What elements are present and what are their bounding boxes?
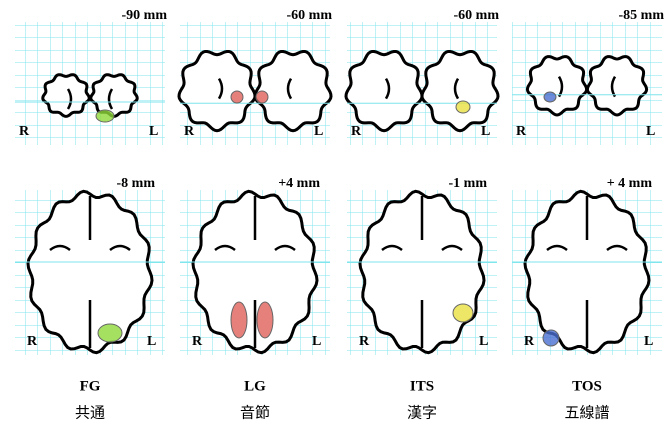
left-label: L bbox=[312, 334, 321, 349]
word-label: 音節 bbox=[240, 404, 270, 422]
depth-label: -1 mm bbox=[449, 176, 488, 191]
brain-outline bbox=[420, 50, 500, 133]
activation bbox=[97, 323, 123, 343]
midline bbox=[214, 196, 296, 348]
brain-outline bbox=[525, 55, 589, 117]
left-label: L bbox=[479, 334, 488, 349]
brain-outline bbox=[89, 73, 139, 118]
depth-label: -8 mm bbox=[117, 176, 156, 191]
brain-outline bbox=[191, 189, 319, 355]
brain-outline bbox=[344, 50, 424, 133]
right-label: R bbox=[184, 124, 195, 139]
activation bbox=[542, 329, 560, 347]
brain-outline bbox=[26, 189, 154, 355]
left-label: L bbox=[147, 334, 156, 349]
grid bbox=[15, 22, 165, 145]
right-label: R bbox=[351, 124, 362, 139]
word-label: 五線譜 bbox=[564, 404, 609, 422]
activation bbox=[256, 301, 274, 339]
right-label: R bbox=[19, 124, 30, 139]
depth-label: + 4 mm bbox=[607, 176, 653, 191]
activation bbox=[452, 303, 474, 323]
depth-label: -85 mm bbox=[619, 8, 665, 23]
brain-outline bbox=[253, 50, 333, 133]
brain-outline bbox=[41, 73, 91, 118]
midline bbox=[49, 196, 131, 348]
activation bbox=[95, 109, 115, 123]
depth-label: -60 mm bbox=[287, 8, 333, 23]
left-label: L bbox=[149, 124, 158, 139]
activation bbox=[255, 90, 269, 104]
left-label: L bbox=[314, 124, 323, 139]
region-label: LG bbox=[244, 378, 266, 394]
region-label: ITS bbox=[410, 378, 434, 394]
midline bbox=[546, 196, 628, 348]
sulcus bbox=[384, 77, 460, 100]
brain-outline bbox=[585, 55, 649, 117]
word-label: 共通 bbox=[75, 404, 105, 422]
activation bbox=[455, 100, 471, 114]
right-label: R bbox=[192, 334, 203, 349]
activation bbox=[543, 91, 557, 103]
right-label: R bbox=[27, 334, 38, 349]
brain-outline bbox=[523, 189, 651, 355]
sulcus bbox=[66, 88, 114, 110]
sulcus bbox=[217, 77, 293, 100]
region-label: FG bbox=[80, 378, 101, 394]
depth-label: +4 mm bbox=[278, 176, 320, 191]
activation bbox=[230, 301, 248, 339]
brain-outline bbox=[177, 50, 257, 133]
left-label: L bbox=[646, 124, 655, 139]
left-label: L bbox=[481, 124, 490, 139]
right-label: R bbox=[516, 124, 527, 139]
depth-label: -90 mm bbox=[122, 8, 168, 23]
right-label: R bbox=[359, 334, 370, 349]
left-label: L bbox=[644, 334, 653, 349]
midline bbox=[381, 196, 463, 348]
word-label: 漢字 bbox=[407, 404, 437, 422]
right-label: R bbox=[524, 334, 535, 349]
region-label: TOS bbox=[572, 378, 602, 394]
depth-label: -60 mm bbox=[454, 8, 500, 23]
activation bbox=[230, 90, 244, 104]
